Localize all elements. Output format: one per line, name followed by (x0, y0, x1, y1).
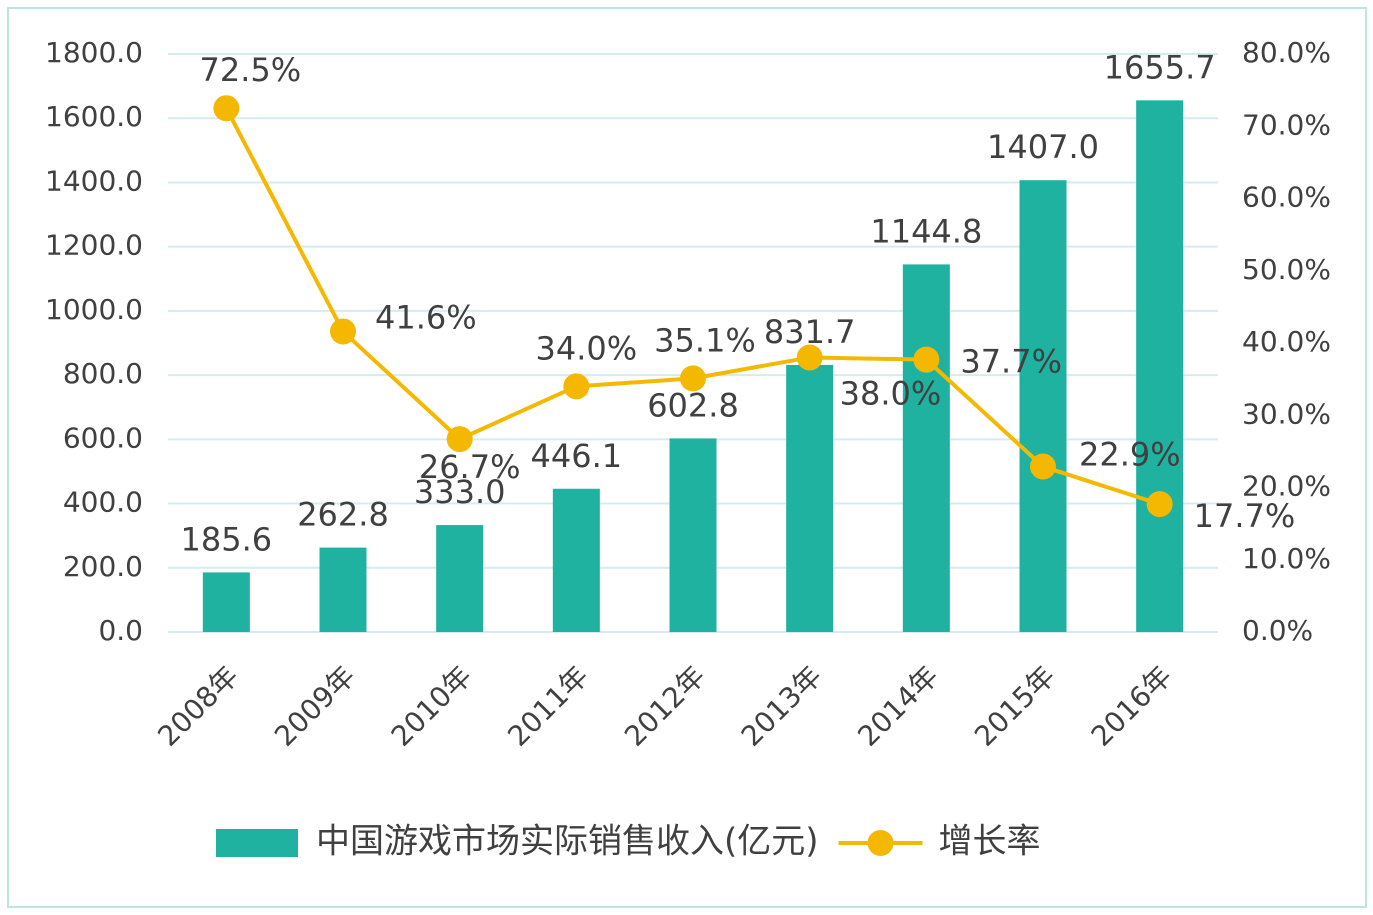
y2-tick-label: 10.0% (1242, 542, 1331, 575)
line-marker (1030, 453, 1056, 480)
bar (902, 264, 950, 632)
x-tick-label: 2008年 (151, 659, 245, 753)
y-tick-label: 1800.0 (45, 36, 143, 69)
y2-tick-label: 30.0% (1242, 397, 1331, 430)
x-tick-label: 2009年 (268, 659, 362, 753)
y-tick-label: 600.0 (63, 421, 143, 454)
bar (1019, 180, 1067, 633)
line-marker (563, 373, 590, 400)
x-tick-label: 2011年 (501, 659, 595, 753)
x-tick-label: 2016年 (1085, 659, 1179, 753)
line-value-label: 37.7% (960, 343, 1062, 381)
bar-value-label: 1407.0 (987, 128, 1099, 166)
line-value-label: 17.7% (1194, 497, 1296, 535)
bar (436, 525, 484, 632)
line-marker (796, 344, 823, 371)
y2-tick-label: 70.0% (1242, 108, 1331, 141)
line-value-label: 35.1% (654, 321, 756, 359)
y-tick-label: 1000.0 (45, 293, 143, 326)
chart-border (7, 7, 1367, 908)
bar-value-label: 446.1 (531, 437, 623, 475)
x-tick-label: 2010年 (385, 659, 479, 753)
x-tick-label: 2013年 (735, 659, 829, 753)
x-tick-label: 2012年 (618, 659, 712, 753)
bar (669, 438, 717, 632)
line-value-label: 22.9% (1079, 436, 1181, 474)
bar (202, 572, 250, 632)
bar (319, 547, 367, 632)
y2-tick-label: 50.0% (1242, 253, 1331, 286)
line-marker (330, 318, 356, 345)
legend-label: 中国游戏市场实际销售收入(亿元) (316, 822, 819, 862)
y-tick-label: 1400.0 (45, 164, 143, 197)
x-tick-label: 2014年 (851, 659, 945, 753)
line-marker (913, 346, 940, 373)
bar (1136, 100, 1184, 633)
legend-label: 增长率 (939, 822, 1041, 862)
bar (552, 488, 600, 632)
y2-tick-label: 40.0% (1242, 325, 1331, 358)
bar (786, 364, 834, 632)
x-tick-label: 2015年 (968, 659, 1062, 753)
bar-value-label: 1655.7 (1104, 48, 1216, 86)
bar-value-label: 1144.8 (870, 212, 982, 250)
y-tick-label: 1600.0 (45, 100, 143, 133)
line-marker (446, 426, 473, 453)
y-tick-label: 1200.0 (45, 229, 143, 262)
y2-tick-label: 80.0% (1242, 36, 1331, 69)
y2-tick-label: 0.0% (1242, 614, 1313, 647)
y-tick-label: 400.0 (63, 486, 143, 519)
bar-value-label: 602.8 (647, 386, 739, 424)
line-value-label: 26.7% (419, 448, 521, 486)
line-marker (1146, 491, 1173, 518)
line-value-label: 72.5% (200, 51, 302, 89)
y2-tick-label: 60.0% (1242, 181, 1331, 214)
bar-value-label: 262.8 (297, 496, 389, 534)
line-marker (680, 365, 706, 392)
line-value-label: 41.6% (375, 298, 477, 336)
y-tick-label: 800.0 (63, 357, 143, 390)
line-marker (213, 95, 240, 122)
legend-swatch (216, 829, 298, 857)
y2-tick-label: 20.0% (1242, 470, 1331, 503)
line-value-label: 38.0% (840, 374, 942, 412)
bar-value-label: 333.0 (414, 473, 506, 511)
bar-value-label: 185.6 (181, 520, 273, 558)
y-tick-label: 200.0 (63, 550, 143, 583)
line-value-label: 34.0% (536, 329, 638, 367)
y-tick-label: 0.0 (98, 614, 143, 647)
legend-marker (867, 830, 894, 856)
